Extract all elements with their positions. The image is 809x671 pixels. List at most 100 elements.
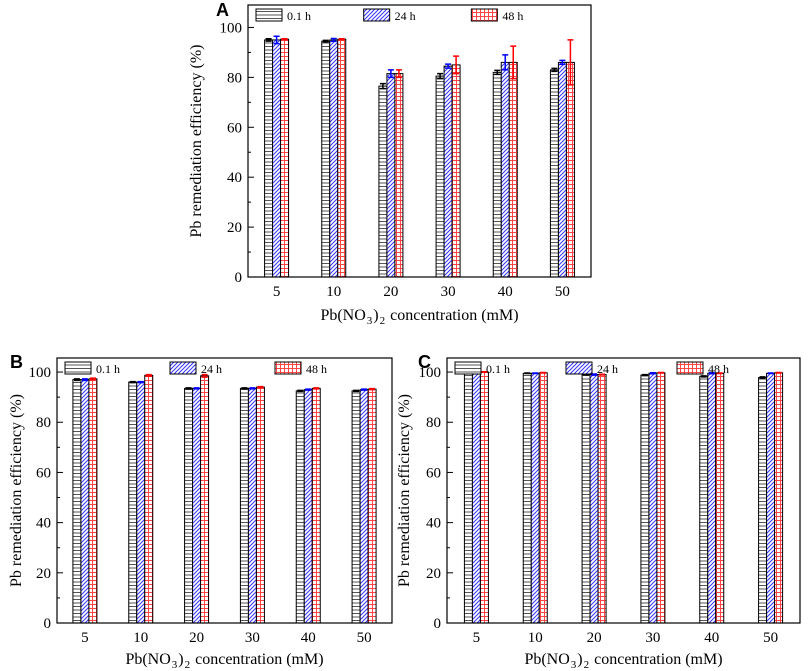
x-tick-label: 50 <box>555 284 570 300</box>
legend-swatch <box>274 361 302 375</box>
bar-0.1h-5 <box>463 372 473 624</box>
error-bar <box>257 385 264 389</box>
x-axis-label: Pb(NO3)2 concentration (mM) <box>524 651 722 671</box>
error-bar <box>81 378 88 382</box>
x-tick-label: 50 <box>763 630 778 646</box>
bar-48h-50 <box>367 388 377 624</box>
bar-48h-5 <box>280 38 290 278</box>
legend-swatch <box>169 361 197 375</box>
error-bar <box>330 37 337 43</box>
legend-swatch <box>470 8 498 22</box>
x-tick-label: 5 <box>273 284 281 300</box>
y-tick-label: 60 <box>227 120 242 136</box>
x-tick-label: 5 <box>81 630 89 646</box>
bar-48h-50 <box>565 61 575 278</box>
legend-label: 0.1 h <box>287 9 311 23</box>
x-tick-label: 20 <box>383 284 398 300</box>
error-bar <box>494 69 501 76</box>
legend-swatch <box>454 361 482 375</box>
bar-24h-5 <box>80 379 90 624</box>
y-tick-label: 20 <box>426 566 441 582</box>
y-tick-label: 80 <box>227 70 242 86</box>
x-axis-label: Pb(NO3)2 concentration (mM) <box>320 307 518 327</box>
y-tick-label: 80 <box>36 415 51 431</box>
legend-label: 48 h <box>502 9 523 23</box>
legend-swatch <box>676 361 704 375</box>
bar-0.1h-30 <box>239 387 249 624</box>
panel-label: B <box>10 352 23 372</box>
error-bar <box>137 380 144 384</box>
bar-24h-5 <box>471 371 481 624</box>
legend-label: 48 h <box>306 362 327 376</box>
error-bar <box>759 376 766 380</box>
bar-0.1h-20 <box>184 387 194 624</box>
plot-frame <box>56 357 393 624</box>
x-axis-label-part: Pb(NO <box>125 651 170 668</box>
error-bar <box>481 371 488 374</box>
error-bar <box>767 372 774 375</box>
x-tick-label: 30 <box>441 284 456 300</box>
x-tick-label: 5 <box>473 630 481 646</box>
bar-48h-30 <box>451 64 461 278</box>
error-bar <box>641 373 648 377</box>
bar-48h-40 <box>311 387 321 624</box>
plot-frame <box>446 357 801 624</box>
error-bar <box>353 389 360 393</box>
bar-48h-20 <box>200 375 210 624</box>
x-axis-label-part: ) <box>178 651 183 668</box>
x-axis-label-part: 3 <box>172 659 178 671</box>
x-axis-label-part: 2 <box>185 659 191 671</box>
x-tick-label: 50 <box>357 630 372 646</box>
error-bar <box>559 59 566 66</box>
legend-item: 48 h <box>274 361 327 376</box>
bar-48h-40 <box>715 372 725 624</box>
bar-0.1h-5 <box>72 379 82 624</box>
error-bar <box>185 387 192 390</box>
y-axis-label: Pb remediation efficiency (%) <box>8 394 25 587</box>
panel-label: C <box>418 352 431 372</box>
bar-0.1h-30 <box>640 374 650 624</box>
x-axis-label-part: concentration (mM) <box>386 307 518 324</box>
y-tick-label: 40 <box>227 170 242 186</box>
error-bar <box>322 39 329 43</box>
bar-24h-10 <box>530 372 540 624</box>
panel-label: A <box>216 0 229 20</box>
legend-swatch <box>255 8 283 22</box>
error-bar <box>445 63 452 69</box>
bar-24h-30 <box>648 372 658 624</box>
legend-item: 0.1 h <box>255 8 311 23</box>
bar-24h-20 <box>386 73 396 278</box>
bar-0.1h-10 <box>321 40 331 278</box>
error-bar <box>502 54 509 71</box>
bar-48h-5 <box>479 371 489 624</box>
bar-24h-50 <box>359 389 369 624</box>
error-bar <box>379 82 386 90</box>
plot-frame <box>247 4 592 278</box>
error-bar <box>437 72 444 80</box>
legend-label: 24 h <box>201 362 222 376</box>
x-tick-label: 30 <box>645 630 660 646</box>
bar-24h-5 <box>272 39 282 278</box>
bar-0.1h-40 <box>699 375 709 624</box>
legend-label: 24 h <box>597 362 618 376</box>
x-axis-label-part: 3 <box>367 315 373 327</box>
y-tick-label: 20 <box>36 566 51 582</box>
legend-item: 0.1 h <box>454 361 510 376</box>
error-bar <box>524 372 531 375</box>
y-tick-label: 0 <box>44 616 52 632</box>
x-tick-label: 10 <box>528 630 543 646</box>
error-bar <box>649 372 656 375</box>
bar-48h-10 <box>538 372 548 624</box>
error-bar <box>249 387 256 390</box>
legend-item: 48 h <box>676 361 729 376</box>
x-axis-label-part: ) <box>373 307 378 324</box>
error-bar <box>387 69 394 79</box>
bar-48h-20 <box>597 374 607 624</box>
error-bar <box>281 37 288 41</box>
bar-0.1h-40 <box>492 71 502 278</box>
x-tick-label: 40 <box>301 630 316 646</box>
error-bar <box>73 378 80 382</box>
bar-24h-10 <box>136 381 146 624</box>
bar-0.1h-20 <box>378 85 388 278</box>
